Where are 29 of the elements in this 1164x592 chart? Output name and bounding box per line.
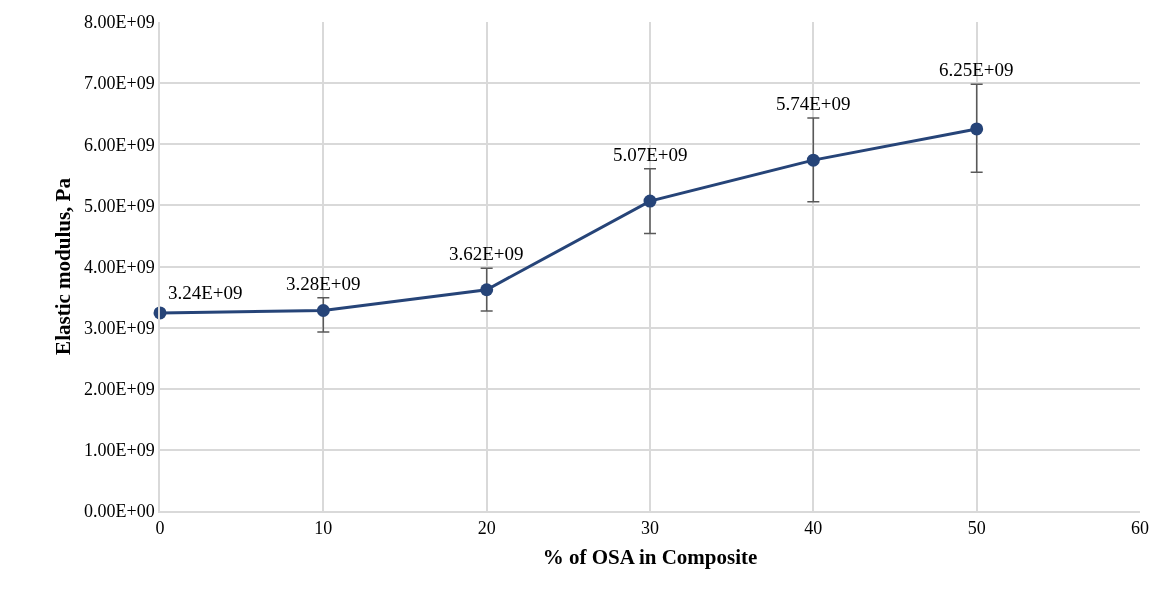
data-label: 5.07E+09 (613, 144, 688, 165)
x-tick-label: 50 (967, 518, 986, 539)
data-label: 5.74E+09 (776, 93, 851, 114)
y-axis-title: Elastic modulus, Pa (50, 177, 75, 355)
data-label: 3.24E+09 (168, 282, 243, 303)
data-label: 3.62E+09 (449, 243, 524, 264)
y-tick-label: 7.00E+09 (83, 73, 155, 94)
x-tick-label: 40 (804, 518, 823, 539)
point (643, 194, 657, 208)
x-axis-title: % of OSA in Composite (542, 545, 758, 570)
y-tick-label: 1.00E+09 (83, 440, 155, 461)
y-tick-label: 5.00E+09 (83, 195, 155, 216)
y-tick-label: 0.00E+00 (83, 501, 155, 522)
y-tick-label: 8.00E+09 (83, 12, 155, 33)
y-tick-label: 4.00E+09 (83, 256, 155, 277)
point (480, 283, 494, 297)
x-tick-label: 60 (1131, 518, 1149, 539)
data-label: 6.25E+09 (939, 59, 1014, 80)
x-tick-label: 30 (641, 518, 659, 539)
y-tick-label: 2.00E+09 (83, 379, 155, 400)
data-label: 3.28E+09 (286, 273, 361, 294)
x-tick-label: 0 (155, 518, 165, 539)
y-tick-label: 6.00E+09 (83, 134, 155, 155)
x-tick-label: 10 (314, 518, 333, 539)
point (806, 153, 820, 167)
x-tick-label: 20 (477, 518, 496, 539)
point (316, 304, 330, 317)
point (970, 122, 984, 136)
y-tick-label: 3.00E+09 (83, 317, 155, 338)
